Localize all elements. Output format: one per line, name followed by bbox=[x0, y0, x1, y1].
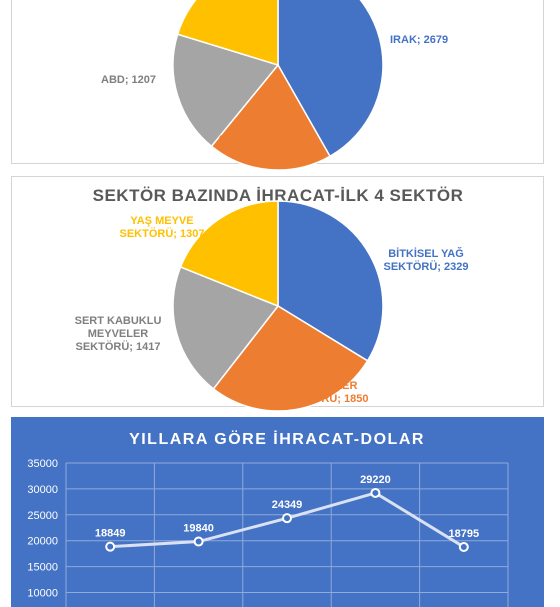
pie1-label-irak: IRAK; 2679 bbox=[390, 34, 448, 46]
pie2-label-zirai-line3: SEKTÖRÜ; 1850 bbox=[284, 392, 369, 405]
sector-pie-panel: SEKTÖR BAZINDA İHRACAT-İLK 4 SEKTÖR YAŞ … bbox=[11, 176, 544, 412]
line-ytick-2: 20000 bbox=[27, 536, 58, 548]
yearly-export-line-chart: YILLARA GÖRE İHRACAT-DOLAR 10000 15000 200… bbox=[27, 429, 509, 607]
pie2-label-bitkisel-line1: BİTKİSEL YAĞ bbox=[388, 247, 464, 260]
line-ytick-3: 25000 bbox=[27, 510, 58, 522]
line-data-label-4: 18795 bbox=[449, 528, 480, 540]
yearly-export-panel: YILLARA GÖRE İHRACAT-DOLAR 10000 15000 200… bbox=[11, 417, 544, 607]
line-ytick-1: 15000 bbox=[27, 562, 58, 574]
pie2-label-sert-line3: SEKTÖRÜ; 1417 bbox=[76, 340, 161, 353]
sector-pie-chart: SEKTÖR BAZINDA İHRACAT-İLK 4 SEKTÖR YAŞ … bbox=[75, 186, 469, 412]
pie2-label-sert-line1: SERT KABUKLU bbox=[75, 315, 162, 327]
pie2-slice-2 bbox=[172, 265, 280, 390]
pie1-label-abd: ABD; 1207 bbox=[101, 74, 156, 86]
pie2-label-yas-line1: YAŞ MEYVE bbox=[130, 215, 193, 227]
pie2-label-yas-line2: SEKTÖRÜ; 1307 bbox=[120, 227, 205, 240]
line-data-label-3: 29220 bbox=[360, 474, 391, 486]
pie2-label-bitkisel-line2: SEKTÖRÜ; 2329 bbox=[384, 260, 469, 273]
pie1-slice-0 bbox=[277, 0, 384, 158]
pie2-slice-0 bbox=[277, 200, 384, 362]
pie1-label-almanya-value: 1229 bbox=[234, 147, 258, 159]
pie2-label-sert-line2: MEYVELER bbox=[88, 328, 149, 340]
pie1-label-almanya-name: ALMANYA; bbox=[217, 134, 275, 146]
pie1-slice-2 bbox=[172, 33, 280, 148]
pie2-slice-1 bbox=[212, 305, 369, 412]
line-point-2 bbox=[282, 513, 292, 524]
line-data-label-0: 18849 bbox=[95, 528, 126, 540]
line-data-label-2: 24349 bbox=[272, 499, 303, 511]
line-point-3 bbox=[370, 487, 381, 498]
sector-pie-title: SEKTÖR BAZINDA İHRACAT-İLK 4 SEKTÖR bbox=[93, 186, 464, 205]
pie2-slice-3 bbox=[179, 200, 279, 308]
country-pie-chart: IRAK; 2679 ABD; 1207 ALMANYA; 1229 bbox=[101, 0, 448, 171]
line-chart-title: YILLARA GÖRE İHRACAT-DOLAR bbox=[129, 429, 425, 448]
line-point-1 bbox=[193, 536, 204, 547]
pie1-slice-3 bbox=[176, 0, 279, 67]
pie1-slice-1 bbox=[210, 63, 331, 171]
line-point-0 bbox=[105, 541, 116, 552]
line-ytick-0: 10000 bbox=[27, 588, 58, 600]
line-ytick-5: 35000 bbox=[27, 458, 58, 470]
line-ytick-4: 30000 bbox=[27, 484, 58, 496]
pie2-label-zirai-line2: MAMULLER bbox=[295, 380, 358, 392]
country-pie-panel: IRAK; 2679 ABD; 1207 ALMANYA; 1229 bbox=[11, 0, 544, 171]
pie2-label-zirai-line1: ERLİ bbox=[317, 366, 342, 379]
line-data-label-1: 19840 bbox=[183, 523, 214, 535]
line-point-4 bbox=[458, 541, 469, 552]
